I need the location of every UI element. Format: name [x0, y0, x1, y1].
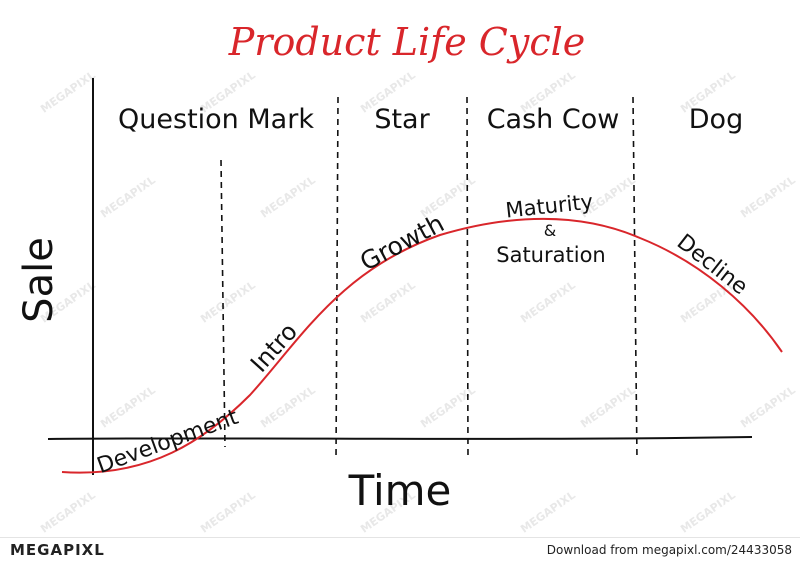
stage-saturation: Saturation	[496, 243, 605, 267]
watermark-text: MEGAPIXL	[198, 279, 258, 326]
category-dog: Dog	[689, 104, 743, 135]
category-question-mark: Question Mark	[118, 104, 314, 135]
watermark-text: MEGAPIXL	[738, 174, 798, 221]
stage-ampersand: &	[544, 221, 556, 240]
category-star: Star	[374, 104, 430, 135]
watermark-text: MEGAPIXL	[98, 384, 158, 431]
stage-maturity: Maturity	[504, 190, 594, 223]
watermark-text: MEGAPIXL	[98, 174, 158, 221]
watermark-text: MEGAPIXL	[418, 384, 478, 431]
stage-growth: Growth	[355, 208, 449, 276]
life-cycle-curve	[61, 217, 783, 474]
category-cash-cow: Cash Cow	[487, 104, 620, 135]
watermark-text: MEGAPIXL	[578, 384, 638, 431]
diagram-title: Product Life Cycle	[228, 20, 586, 64]
divider-star	[335, 96, 339, 461]
watermark-text: MEGAPIXL	[38, 489, 98, 536]
y-axis-line	[91, 77, 95, 476]
x-axis-line	[47, 436, 753, 440]
watermark-text: MEGAPIXL	[678, 489, 738, 536]
divider-intro	[220, 159, 226, 448]
stage-decline: Decline	[672, 230, 752, 300]
stage-intro: Intro	[245, 318, 303, 378]
x-axis-label: Time	[348, 466, 452, 515]
watermark-text: MEGAPIXL	[518, 279, 578, 326]
megapixl-logo: MEGAPIXL	[10, 541, 105, 559]
product-life-cycle-diagram: MEGAPIXL MEGAPIXL MEGAPIXL MEGAPIXL MEGAPIXL…	[16, 20, 798, 536]
y-axis-label: Sale	[16, 237, 62, 323]
divider-cash-cow	[466, 96, 469, 461]
divider-dog	[632, 96, 638, 461]
watermark-text: MEGAPIXL	[358, 279, 418, 326]
watermark-text: MEGAPIXL	[518, 489, 578, 536]
watermark-text: MEGAPIXL	[38, 69, 98, 116]
watermark-text: MEGAPIXL	[198, 489, 258, 536]
watermark-text: MEGAPIXL	[738, 384, 798, 431]
download-credit: Download from megapixl.com/24433058	[546, 543, 792, 557]
watermark-text: MEGAPIXL	[258, 174, 318, 221]
watermark-text: MEGAPIXL	[258, 384, 318, 431]
footer-bar: MEGAPIXL Download from megapixl.com/2443…	[0, 537, 800, 563]
